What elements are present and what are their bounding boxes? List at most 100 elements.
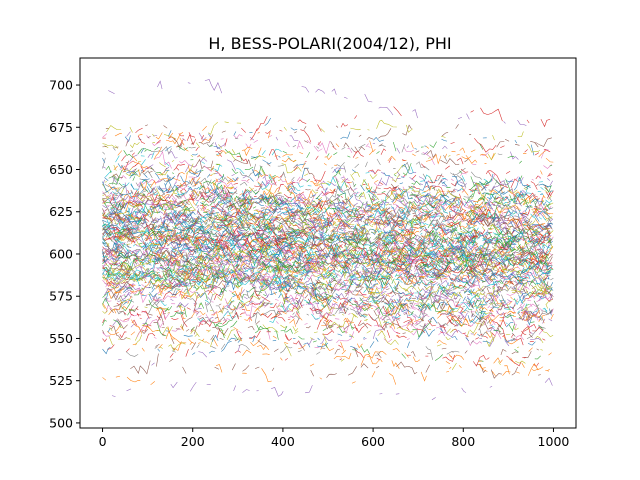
series-line [461, 387, 467, 393]
series-line [124, 233, 134, 239]
series-line [130, 360, 151, 375]
series-line [338, 228, 344, 231]
series-line [185, 230, 190, 238]
series-line [272, 335, 277, 339]
series-line [473, 332, 477, 336]
series-line [500, 348, 507, 355]
series-line [526, 219, 531, 223]
series-line [381, 323, 386, 329]
series-line [531, 368, 539, 372]
series-line [491, 289, 503, 298]
series-line [511, 351, 519, 355]
series-line [450, 305, 462, 314]
series-line [504, 365, 510, 375]
series-line [398, 198, 402, 203]
series-line [102, 318, 105, 324]
series-line [122, 225, 125, 230]
series-line [506, 355, 510, 358]
series-line [157, 348, 161, 352]
series-line [239, 214, 246, 219]
series-line [208, 133, 212, 138]
series-line [105, 165, 112, 174]
series-line [142, 231, 145, 237]
series-line [240, 268, 245, 270]
series-line [221, 340, 232, 352]
series-line [414, 251, 417, 253]
series-line [170, 381, 178, 389]
series-line [117, 295, 123, 301]
series-line [342, 266, 351, 276]
series-line [155, 308, 163, 316]
series-line [102, 179, 105, 186]
series-line [505, 171, 511, 174]
series-line [497, 153, 503, 155]
series-line [486, 327, 499, 332]
series-line [147, 187, 154, 195]
series-line [402, 242, 415, 249]
series-line [544, 216, 553, 220]
series-line [466, 253, 485, 261]
series-line [237, 337, 243, 343]
series-line [450, 328, 455, 333]
series-line [179, 145, 183, 150]
series-line [432, 219, 440, 228]
series-line [358, 191, 366, 200]
series-line [350, 174, 355, 181]
series-line [262, 196, 269, 202]
series-line [239, 300, 253, 309]
series-line [484, 235, 493, 240]
series-line [153, 337, 157, 339]
series-line [504, 340, 510, 347]
series-line [175, 187, 182, 199]
series-line [365, 143, 369, 147]
series-line [138, 285, 141, 287]
series-line [385, 203, 389, 206]
series-line [414, 148, 418, 150]
series-line [308, 232, 313, 239]
series-line [469, 178, 492, 191]
series-line [198, 342, 201, 344]
series-line [495, 230, 503, 242]
series-line [212, 292, 217, 296]
series-line [243, 294, 249, 296]
series-line [334, 348, 341, 355]
series-line [421, 315, 430, 318]
series-line [529, 331, 533, 335]
series-line [438, 216, 442, 220]
series-line [480, 308, 484, 313]
series-line [444, 329, 463, 338]
series-line [261, 296, 271, 302]
series-line [110, 283, 120, 289]
series-line [231, 168, 239, 174]
series-line [538, 374, 541, 376]
series-line [268, 176, 273, 183]
series-line [391, 230, 398, 235]
series-line [188, 174, 201, 178]
series-line [340, 341, 345, 352]
series-line [514, 337, 524, 346]
series-line [194, 231, 199, 235]
series-line [246, 290, 263, 299]
series-line [509, 314, 514, 321]
series-line [425, 264, 432, 269]
series-line [503, 336, 518, 345]
series-line [396, 319, 403, 329]
series-line [541, 241, 546, 244]
series-line [417, 329, 436, 340]
series-line [271, 367, 275, 372]
series-line [233, 134, 243, 139]
series-line [346, 317, 355, 324]
series-line [460, 183, 467, 188]
series-line [379, 144, 386, 148]
series-line [280, 324, 287, 328]
chart-title: H, BESS-POLARI(2004/12), PHI [208, 34, 451, 53]
series-line [441, 138, 448, 142]
series-line [533, 242, 548, 255]
series-line [443, 238, 448, 243]
series-line [327, 183, 330, 187]
series-line [205, 341, 210, 344]
series-line [283, 341, 289, 345]
series-line [105, 170, 113, 178]
series-line [540, 349, 543, 351]
